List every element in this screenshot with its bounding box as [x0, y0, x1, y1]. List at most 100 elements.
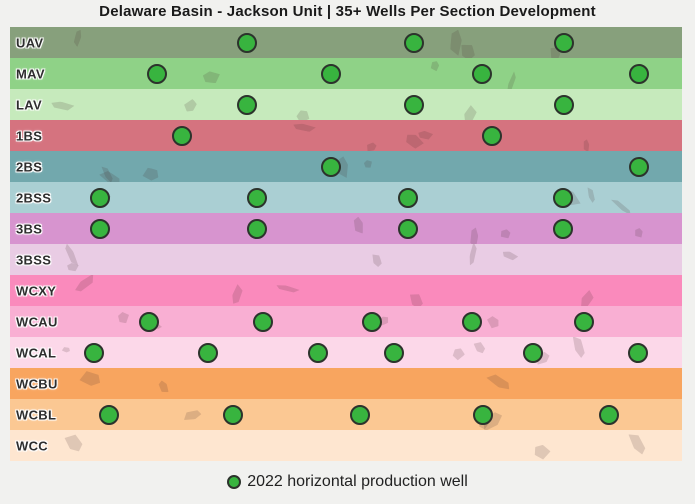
- zone-band-wcbu: WCBU: [10, 368, 682, 399]
- band-label: WCBL: [16, 407, 57, 422]
- rock-texture-decoration: [276, 283, 300, 294]
- well-marker: [252, 311, 273, 332]
- rock-texture-decoration: [364, 159, 373, 168]
- well-marker: [383, 342, 404, 363]
- band-label: WCBU: [16, 376, 58, 391]
- well-marker: [198, 342, 219, 363]
- well-marker: [362, 311, 383, 332]
- band-label: WCAU: [16, 314, 58, 329]
- well-marker: [481, 125, 502, 146]
- well-marker: [553, 187, 574, 208]
- zone-band-3bss: 3BSS: [10, 244, 682, 275]
- rock-texture-decoration: [62, 347, 71, 353]
- band-label: UAV: [16, 35, 44, 50]
- band-label: LAV: [16, 97, 42, 112]
- well-marker: [403, 94, 424, 115]
- well-marker: [90, 218, 111, 239]
- stratigraphic-band-chart: UAV MAV LAV 1BS 2BS 2BSS 3BS 3BSS WCXY WCAU WCAL WC…: [10, 27, 682, 461]
- rock-texture-decoration: [50, 100, 74, 111]
- well-marker: [321, 156, 342, 177]
- zone-band-lav: LAV: [10, 89, 682, 120]
- rock-texture-decoration: [451, 346, 467, 362]
- rock-texture-decoration: [635, 227, 644, 238]
- zone-band-3bs: 3BS: [10, 213, 682, 244]
- band-label: WCXY: [16, 283, 57, 298]
- rock-texture-decoration: [578, 289, 596, 306]
- rock-texture-decoration: [181, 97, 198, 114]
- rock-texture-decoration: [501, 250, 519, 262]
- well-marker: [223, 404, 244, 425]
- rock-texture-decoration: [293, 123, 316, 133]
- well-marker: [247, 187, 268, 208]
- zone-band-wcal: WCAL: [10, 337, 682, 368]
- rock-texture-decoration: [230, 284, 244, 306]
- well-marker: [307, 342, 328, 363]
- band-label: 3BS: [16, 221, 43, 236]
- rock-texture-decoration: [505, 71, 518, 89]
- chart-title: Delaware Basin - Jackson Unit | 35+ Well…: [99, 3, 596, 20]
- rock-texture-decoration: [486, 314, 502, 330]
- rock-texture-decoration: [352, 216, 365, 235]
- well-marker: [628, 342, 649, 363]
- well-marker: [172, 125, 193, 146]
- rock-texture-decoration: [586, 186, 596, 203]
- legend: 2022 horizontal production well: [0, 467, 695, 497]
- well-marker: [247, 218, 268, 239]
- well-marker: [462, 311, 483, 332]
- well-marker: [628, 156, 649, 177]
- well-marker: [473, 404, 494, 425]
- well-marker: [628, 63, 649, 84]
- well-marker: [573, 311, 594, 332]
- rock-texture-decoration: [294, 108, 311, 120]
- well-marker: [522, 342, 543, 363]
- well-marker: [397, 187, 418, 208]
- rock-texture-decoration: [79, 370, 102, 387]
- band-label: WCC: [16, 438, 48, 453]
- band-label: MAV: [16, 66, 45, 81]
- rock-texture-decoration: [500, 229, 511, 239]
- rock-texture-decoration: [370, 252, 383, 268]
- band-label: 2BSS: [16, 190, 52, 205]
- rock-texture-decoration: [532, 443, 552, 461]
- band-label: 1BS: [16, 128, 43, 143]
- zone-band-wcc: WCC: [10, 430, 682, 461]
- rock-texture-decoration: [182, 409, 202, 423]
- rock-texture-decoration: [430, 61, 439, 72]
- rock-texture-decoration: [459, 41, 478, 58]
- zone-band-wcbl: WCBL: [10, 399, 682, 430]
- well-marker: [90, 187, 111, 208]
- well-marker: [403, 32, 424, 53]
- zone-band-uav: UAV: [10, 27, 682, 58]
- zone-band-2bss: 2BSS: [10, 182, 682, 213]
- band-label: 2BS: [16, 159, 43, 174]
- well-marker: [237, 32, 258, 53]
- well-marker: [139, 311, 160, 332]
- rock-texture-decoration: [73, 275, 97, 295]
- rock-texture-decoration: [471, 227, 479, 244]
- rock-texture-decoration: [462, 104, 479, 120]
- rock-texture-decoration: [202, 71, 220, 84]
- zone-band-1bs: 1BS: [10, 120, 682, 151]
- well-marker: [397, 218, 418, 239]
- rock-texture-decoration: [450, 30, 462, 56]
- well-marker: [553, 218, 574, 239]
- well-marker: [237, 94, 258, 115]
- band-label: 3BSS: [16, 252, 52, 267]
- well-marker: [553, 94, 574, 115]
- rock-texture-decoration: [468, 244, 478, 266]
- rock-texture-decoration: [485, 372, 512, 393]
- zone-band-wcau: WCAU: [10, 306, 682, 337]
- band-label: WCAL: [16, 345, 57, 360]
- well-marker-icon: [227, 475, 242, 489]
- well-marker: [350, 404, 371, 425]
- rock-texture-decoration: [142, 166, 160, 181]
- rock-texture-decoration: [472, 340, 487, 356]
- rock-texture-decoration: [157, 380, 170, 396]
- rock-texture-decoration: [626, 430, 648, 456]
- rock-texture-decoration: [62, 431, 85, 455]
- rock-texture-decoration: [364, 141, 377, 151]
- well-marker: [553, 32, 574, 53]
- zone-band-mav: MAV: [10, 58, 682, 89]
- zone-band-wcxy: WCXY: [10, 275, 682, 306]
